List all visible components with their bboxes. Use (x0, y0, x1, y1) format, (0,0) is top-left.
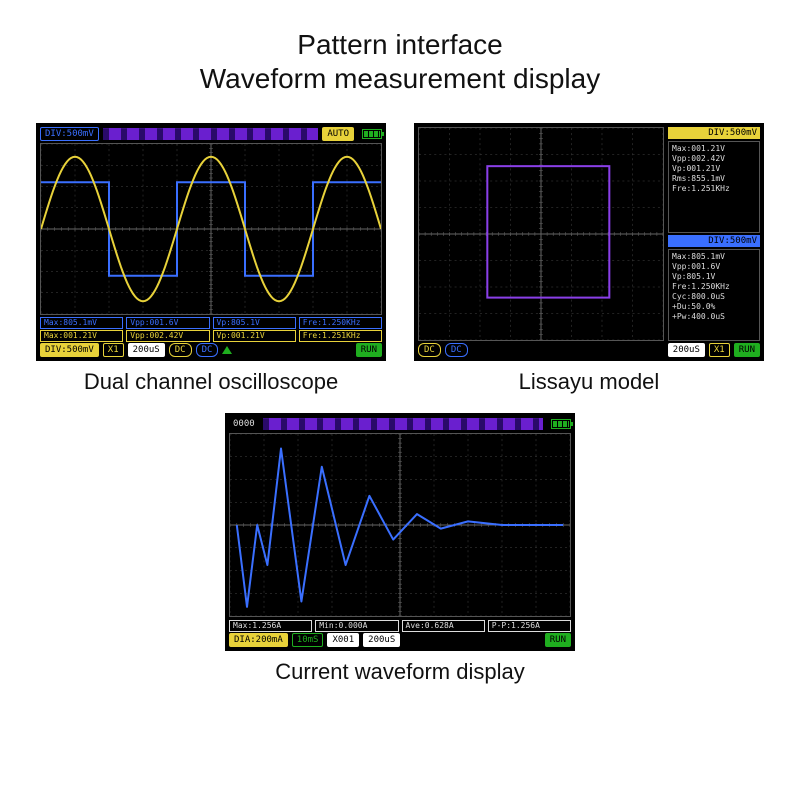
scope-a-bottombar: DIV:500mV X1 200uS DC DC RUN (40, 343, 382, 357)
mult-badge[interactable]: X001 (327, 633, 359, 647)
hatched-bar (263, 418, 543, 430)
ch1-max: Max:805.1mV (40, 317, 123, 329)
scope-c-screen: 0000 Max:1.256A Min:0.000A Ave:0.628A P-… (225, 413, 575, 651)
caption-a: Dual channel oscilloscope (84, 369, 338, 395)
battery-icon (362, 129, 382, 139)
timebase-badge[interactable]: 200uS (668, 343, 705, 357)
caption-c: Current waveform display (275, 659, 524, 685)
scope-c-plot (229, 433, 571, 617)
auto-badge[interactable]: AUTO (322, 127, 354, 141)
trigger-arrow-icon (222, 346, 232, 354)
caption-b: Lissayu model (519, 369, 660, 395)
run-badge[interactable]: RUN (734, 343, 760, 357)
scope-b-bottombar: DC DC 200uS X1 RUN (418, 343, 760, 357)
timebase-badge[interactable]: 200uS (363, 633, 400, 647)
sb-box-ch2: Max:001.21VVpp:002.42VVp:001.21VRms:855.… (668, 141, 760, 233)
cur-min: Min:0.000A (315, 620, 398, 632)
readout-row-ch1: Max:805.1mV Vpp:001.6V Vp:805.1V Fre:1.2… (40, 317, 382, 329)
title-line-2: Waveform measurement display (0, 62, 800, 96)
scope-b-plot (418, 127, 664, 341)
dia-badge: DIA:200mA (229, 633, 288, 647)
dc-badge-ch1[interactable]: DC (445, 343, 468, 357)
cur-max: Max:1.256A (229, 620, 312, 632)
div-bottom-badge: DIV:500mV (40, 343, 99, 357)
readout-row-ch2: Max:001.21V Vpp:002.42V Vp:001.21V Fre:1… (40, 330, 382, 342)
cur-pp: P-P:1.256A (488, 620, 571, 632)
panel-dual-channel: DIV:500mV AUTO Max:805.1mV Vpp:001.6V Vp… (36, 123, 386, 395)
scope-b-screen: DIV:500mV Max:001.21VVpp:002.42VVp:001.2… (414, 123, 764, 361)
ch2-max: Max:001.21V (40, 330, 123, 342)
grid (41, 144, 381, 314)
cur-ave: Ave:0.628A (402, 620, 485, 632)
panel-current: 0000 Max:1.256A Min:0.000A Ave:0.628A P-… (225, 413, 575, 685)
readout-row-current: Max:1.256A Min:0.000A Ave:0.628A P-P:1.2… (229, 620, 571, 632)
lissajous-trace (487, 166, 609, 297)
scope-a-topbar: DIV:500mV AUTO (40, 127, 382, 141)
t1-badge[interactable]: 10mS (292, 633, 324, 647)
scope-c-topbar: 0000 (229, 417, 571, 431)
title-line-1: Pattern interface (0, 28, 800, 62)
battery-icon (551, 419, 571, 429)
dc-badge-ch2[interactable]: DC (418, 343, 441, 357)
hatched-bar (103, 128, 319, 140)
ch1-vpp: Vpp:001.6V (126, 317, 209, 329)
panel-lissajous: DIV:500mV Max:001.21VVpp:002.42VVp:001.2… (414, 123, 764, 395)
dc-badge-ch2[interactable]: DC (169, 343, 192, 357)
dc-badge-ch1[interactable]: DC (196, 343, 219, 357)
scope-a-plot (40, 143, 382, 315)
sb-head-ch2: DIV:500mV (668, 127, 760, 139)
scope-b-sidebar: DIV:500mV Max:001.21VVpp:002.42VVp:001.2… (668, 127, 760, 341)
scope-a-screen: DIV:500mV AUTO Max:805.1mV Vpp:001.6V Vp… (36, 123, 386, 361)
div-badge: DIV:500mV (40, 127, 99, 141)
sb-head-ch1: DIV:500mV (668, 235, 760, 247)
run-badge[interactable]: RUN (356, 343, 382, 357)
ch2-fre: Fre:1.251KHz (299, 330, 382, 342)
ch1-vp: Vp:805.1V (213, 317, 296, 329)
mult-badge[interactable]: X1 (709, 343, 730, 357)
ch2-vp: Vp:001.21V (213, 330, 296, 342)
ch2-vpp: Vpp:002.42V (126, 330, 209, 342)
mult-badge[interactable]: X1 (103, 343, 124, 357)
ch1-fre: Fre:1.250KHz (299, 317, 382, 329)
run-badge[interactable]: RUN (545, 633, 571, 647)
sb-box-ch1: Max:805.1mVVpp:001.6VVp:805.1VFre:1.250K… (668, 249, 760, 341)
scope-c-bottombar: DIA:200mA 10mS X001 200uS RUN (229, 633, 571, 647)
counter-badge: 0000 (229, 419, 259, 429)
grid (419, 128, 663, 340)
timebase-badge[interactable]: 200uS (128, 343, 165, 357)
